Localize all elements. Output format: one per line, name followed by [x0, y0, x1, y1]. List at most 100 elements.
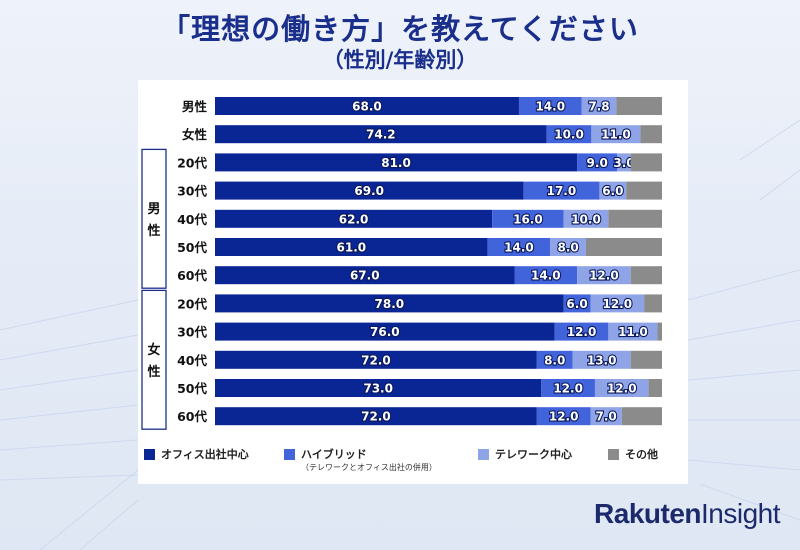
bar-hybrid [541, 379, 595, 397]
bar-telework [617, 153, 631, 172]
bar-hybrid [523, 181, 600, 200]
bar-office [215, 153, 578, 172]
data-label-office: 68.0 [352, 100, 382, 114]
legend-item-hybrid: ハイブリッド （テレワークとオフィス出社の併用） [284, 447, 437, 473]
bar-office [215, 350, 537, 369]
bar-hybrid [536, 407, 591, 426]
data-label-office: 62.0 [339, 212, 369, 226]
data-label-telework: 12.0 [607, 382, 637, 396]
bar-hybrid [554, 322, 609, 341]
bar-telework [563, 209, 609, 228]
data-label-hybrid: 10.0 [554, 128, 584, 142]
row-label: 60代 [177, 409, 207, 424]
bar-other [608, 209, 662, 228]
bar-telework [599, 181, 627, 200]
bar-telework [594, 379, 649, 397]
bar-hybrid [518, 97, 582, 115]
bar-telework [591, 125, 641, 144]
data-label-office: 72.0 [361, 353, 391, 367]
bar-office [215, 238, 488, 256]
legend-label-office: オフィス出社中心 [161, 448, 249, 461]
bar-hybrid [487, 238, 551, 256]
data-label-hybrid: 14.0 [504, 241, 534, 255]
group-bracket [141, 148, 167, 289]
bar-telework [608, 322, 658, 341]
legend-item-office: オフィス出社中心 [144, 447, 249, 462]
bar-office [215, 379, 542, 397]
legend-swatch-other [608, 449, 619, 460]
data-label-hybrid: 12.0 [549, 410, 579, 424]
data-label-telework: 11.0 [618, 325, 648, 339]
data-label-hybrid: 16.0 [513, 212, 543, 226]
row-label: 40代 [177, 212, 207, 227]
page-subtitle: （性別/年齢別） [322, 48, 478, 72]
legend-label-telework: テレワーク中心 [495, 448, 572, 461]
group-label: 性 [147, 223, 160, 239]
data-label-telework: 10.0 [571, 212, 601, 226]
data-label-telework: 11.0 [601, 128, 631, 142]
brand-name: Rakuten [594, 498, 701, 529]
bar-hybrid [536, 350, 573, 369]
data-label-office: 73.0 [363, 382, 393, 396]
group-bracket [141, 289, 167, 430]
row-label: 60代 [177, 268, 207, 283]
bar-other [586, 238, 662, 256]
bar-telework [590, 294, 645, 313]
bar-hybrid [577, 153, 618, 172]
data-label-office: 69.0 [354, 184, 384, 198]
legend-item-other: その他 [608, 447, 658, 462]
data-label-office: 81.0 [381, 156, 411, 170]
data-label-telework: 12.0 [602, 297, 632, 311]
data-label-office: 61.0 [337, 241, 367, 255]
group-label: 男 [147, 202, 160, 217]
row-label: 男性 [182, 99, 208, 114]
data-label-telework: 7.0 [595, 410, 616, 424]
bar-telework [572, 350, 631, 369]
bar-telework [577, 266, 631, 285]
data-label-telework: 7.8 [588, 100, 609, 114]
bar-other [644, 294, 662, 313]
data-label-telework: 8.0 [557, 241, 578, 255]
row-label: 40代 [177, 353, 207, 368]
bar-telework [550, 238, 587, 256]
bar-other [630, 350, 662, 369]
bar-telework [581, 97, 617, 115]
legend: オフィス出社中心 ハイブリッド （テレワークとオフィス出社の併用） テレワーク中… [138, 442, 688, 482]
legend-swatch-telework [478, 449, 489, 460]
bar-other [657, 322, 662, 341]
bar-hybrid [546, 125, 592, 144]
bar-office [215, 209, 493, 228]
row-label: 20代 [177, 155, 207, 170]
row-label: 50代 [177, 240, 207, 255]
row-label: 50代 [177, 381, 207, 396]
data-label-office: 78.0 [375, 297, 405, 311]
bar-office [215, 407, 537, 426]
data-label-office: 67.0 [350, 269, 380, 283]
data-label-telework: 6.0 [602, 184, 623, 198]
data-label-office: 76.0 [370, 325, 400, 339]
bar-office [215, 294, 564, 313]
bar-hybrid [492, 209, 564, 228]
bar-other [616, 97, 662, 115]
row-label: 30代 [177, 325, 207, 340]
bar-other [621, 407, 662, 426]
legend-label-hybrid: ハイブリッド [301, 448, 367, 461]
bar-office [215, 181, 524, 200]
bar-other [626, 181, 662, 200]
row-label: 女性 [182, 127, 208, 142]
row-label: 30代 [177, 184, 207, 199]
legend-item-telework: テレワーク中心 [478, 447, 572, 462]
legend-swatch-office [144, 449, 155, 460]
data-label-hybrid: 17.0 [547, 184, 577, 198]
data-label-hybrid: 8.0 [544, 353, 565, 367]
row-label: 20代 [177, 296, 207, 311]
legend-label-other: その他 [625, 448, 658, 461]
bar-hybrid [563, 294, 591, 313]
data-label-office: 72.0 [361, 410, 391, 424]
data-label-hybrid: 12.0 [567, 325, 597, 339]
data-label-telework: 3.0 [613, 156, 634, 170]
bar-office [215, 97, 519, 115]
brand-subname: Insight [701, 498, 781, 529]
